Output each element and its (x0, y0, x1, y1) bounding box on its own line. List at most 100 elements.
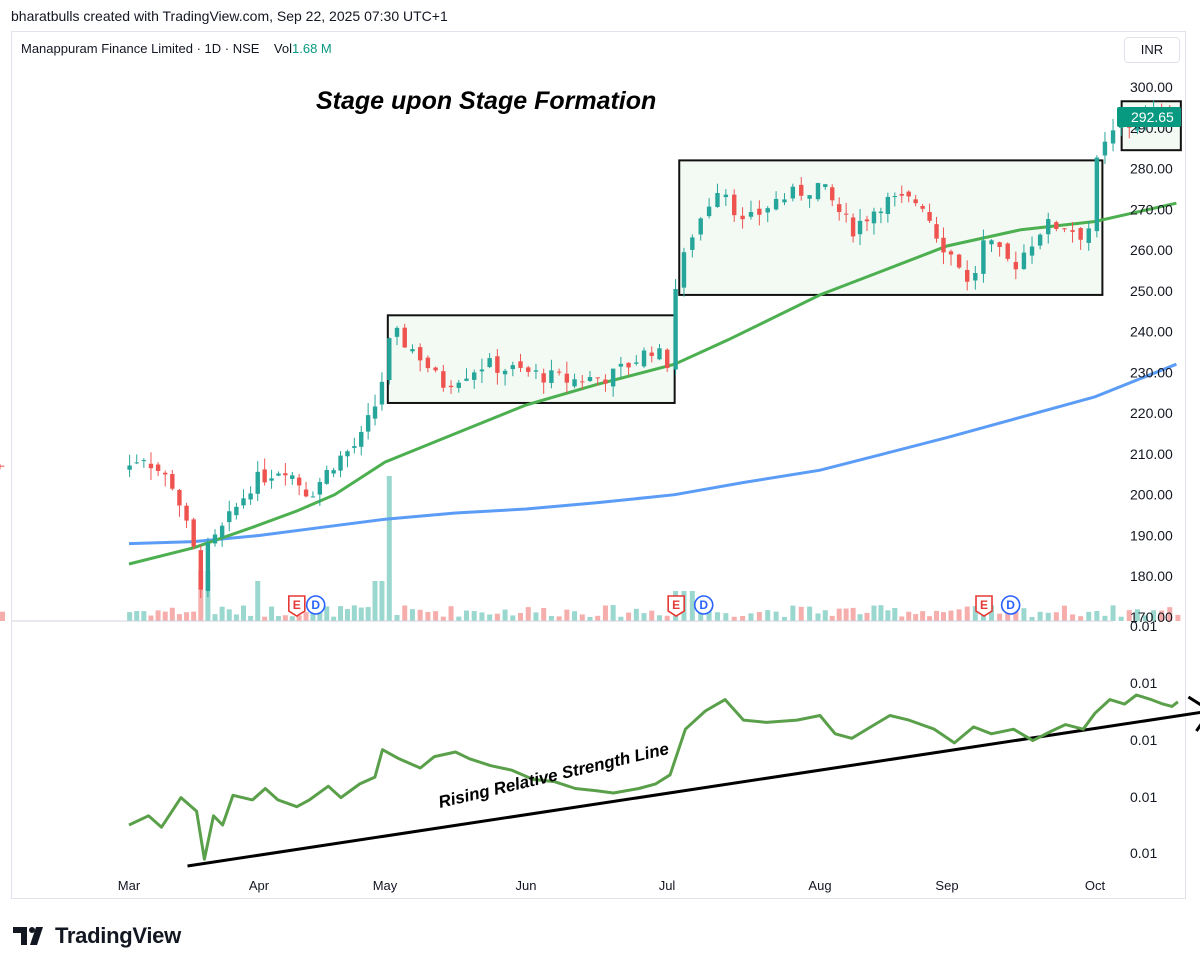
currency-selector[interactable]: INR (1124, 37, 1180, 63)
candle-body (934, 224, 939, 239)
volume-bar (344, 609, 350, 621)
candle-body (276, 473, 281, 476)
volume-bar (899, 616, 905, 621)
candle-body (365, 415, 371, 432)
candle-body (857, 220, 863, 235)
candle (290, 471, 295, 485)
candle-body (205, 543, 211, 592)
dividend-marker[interactable]: D (1000, 595, 1021, 615)
candle-body (472, 372, 477, 380)
dividend-label: D (311, 598, 320, 612)
volume-bar (176, 614, 182, 621)
candle (472, 369, 477, 389)
volume-bar (927, 616, 933, 621)
candle-body (262, 469, 267, 483)
candle-body (345, 451, 350, 457)
candle (799, 177, 804, 201)
candle (379, 372, 385, 411)
candle-body (1078, 228, 1083, 240)
volume-bar (564, 609, 570, 621)
candle (641, 347, 647, 368)
candle (433, 366, 438, 373)
candle-body (956, 254, 962, 268)
candle (148, 452, 154, 481)
time-axis[interactable]: Mar Apr May Jun Jul Aug Sep Oct (118, 878, 1106, 893)
candle (715, 183, 720, 208)
volume-bar (262, 616, 268, 621)
volume-bar (162, 611, 168, 621)
month-label: Jun (516, 878, 537, 893)
volume-bar (338, 606, 344, 621)
candle (850, 213, 856, 243)
candle (587, 371, 593, 383)
candle (317, 477, 323, 506)
volume-bar (829, 615, 835, 621)
candle-body (587, 377, 593, 381)
candle (456, 379, 461, 393)
rs-tick-label: 0.01 (1130, 675, 1157, 691)
volume-bar (386, 476, 392, 621)
volume-bar (440, 616, 446, 621)
volume-bar (502, 609, 508, 621)
volume-bar (289, 616, 295, 621)
volume-bar (240, 605, 246, 621)
candle (871, 207, 877, 235)
dividend-marker[interactable]: D (693, 595, 714, 615)
candle (906, 190, 911, 203)
volume-bar (331, 616, 337, 621)
price-tick-label: 190.00 (1130, 527, 1173, 543)
volume-bar (226, 609, 232, 621)
earnings-marker[interactable]: E (975, 595, 993, 617)
volume-bar (934, 610, 940, 621)
candle (823, 183, 828, 190)
volume-bar (1013, 607, 1019, 621)
volume-bar (494, 613, 500, 621)
volume-bar (1070, 614, 1076, 621)
volume-bar (303, 612, 309, 621)
volume-bar (940, 612, 946, 621)
month-label: Aug (808, 878, 831, 893)
candle (740, 207, 745, 229)
candle-body (1046, 219, 1051, 235)
volume-bar (463, 610, 469, 621)
price-axis[interactable]: 300.00290.00280.00270.00260.00250.00240.… (1117, 79, 1181, 625)
candle (0, 464, 5, 470)
candle-body (127, 465, 132, 470)
dividend-marker[interactable]: D (305, 595, 326, 615)
candle (134, 454, 139, 465)
month-label: Sep (935, 878, 958, 893)
candle (276, 471, 281, 477)
volume-bar (579, 614, 585, 621)
candle-body (626, 362, 631, 368)
candle (402, 323, 407, 348)
candle (1054, 220, 1059, 232)
earnings-marker[interactable]: E (667, 595, 685, 617)
candle-body (241, 498, 246, 506)
candle (241, 489, 246, 509)
candle-body (871, 211, 877, 224)
volume-bar (885, 610, 891, 621)
candle (177, 488, 182, 517)
volume-bar (1037, 611, 1043, 621)
price-tick-label: 220.00 (1130, 405, 1173, 421)
volume-bar (871, 605, 877, 621)
candle-body (580, 381, 585, 383)
volume-bar (765, 610, 771, 621)
earnings-marker[interactable]: E (288, 595, 306, 617)
volume-bar (1053, 612, 1059, 621)
price-tick-label: 260.00 (1130, 242, 1173, 258)
candle (618, 356, 624, 378)
candle-body (564, 373, 570, 383)
candle-body (723, 194, 729, 198)
candle-body (303, 489, 309, 497)
candle (1078, 227, 1083, 250)
dividend-badge (693, 595, 714, 615)
candle-body (1094, 157, 1100, 232)
candle (441, 364, 446, 392)
symbol-title[interactable]: Manappuram Finance Limited · 1D · NSE (21, 41, 260, 56)
candle (212, 529, 218, 547)
rs-tick-label: 0.01 (1130, 732, 1157, 748)
candle (723, 189, 729, 206)
